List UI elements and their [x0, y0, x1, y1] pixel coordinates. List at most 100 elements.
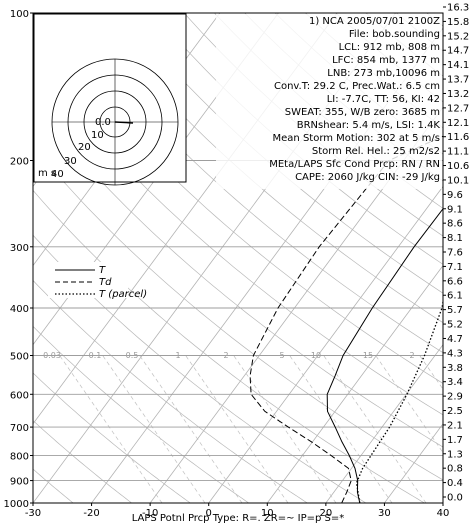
series-layer: [249, 135, 443, 503]
height-tick-label: 8.6: [447, 219, 463, 230]
mixing-ratio-line: [185, 355, 289, 503]
temperature-tick-label: 10: [261, 508, 274, 519]
height-tick-label: 6.1: [447, 291, 463, 302]
dry-adiabat: [33, 372, 191, 503]
dry-adiabat: [33, 13, 443, 384]
dry-adiabat: [183, 13, 443, 237]
height-tick-label: 0.8: [447, 464, 463, 475]
height-tick-label: 0.4: [447, 478, 463, 489]
info-helicity: Storm Rel. Hel.: 25 m2/s2: [312, 146, 440, 157]
height-tick-label: 2.5: [447, 406, 463, 417]
temperature-tick-label: -30: [25, 508, 41, 519]
isotherm: [266, 264, 443, 503]
height-tick-label: 1.7: [447, 435, 463, 446]
hodograph-ring-label-10: 10: [91, 130, 104, 141]
height-tick-label: 9.1: [447, 204, 463, 215]
legend-label-td: Td: [99, 277, 112, 288]
dry-adiabat: [62, 13, 443, 354]
isotherm: [208, 185, 443, 503]
height-tick-label: 15.8: [447, 17, 469, 28]
height-tick-label: 12.7: [447, 103, 469, 114]
pressure-tick-label: 900: [10, 477, 29, 488]
mixing-ratio-line: [289, 355, 393, 503]
height-tick-label: 14.1: [447, 60, 469, 71]
info-lfc: LFC: 854 mb, 1377 m: [332, 55, 440, 66]
pressure-tick-label: 500: [10, 351, 29, 362]
pressure-tick-label: 600: [10, 390, 29, 401]
hodograph-ring-label-40: 40: [51, 169, 64, 180]
height-tick-label: 0.0: [447, 493, 463, 504]
height-tick-label: 10.1: [447, 175, 469, 186]
height-tick-label: 4.7: [447, 334, 463, 345]
temperature-tick-label: -10: [142, 508, 158, 519]
height-tick-label: 2.1: [447, 420, 463, 431]
height-tick-label: 5.7: [447, 305, 463, 316]
info-sweat: SWEAT: 355, W/B zero: 3685 m: [285, 107, 440, 118]
info-title: 1) NCA 2005/07/01 2100Z: [309, 16, 440, 27]
pressure-tick-label: 100: [10, 9, 29, 20]
height-tick-label: 16.3: [447, 3, 469, 14]
height-tick-label: 4.3: [447, 348, 463, 359]
temperature-tick-label: 0: [206, 508, 212, 519]
dry-adiabat: [33, 145, 443, 481]
series-line-1: [249, 135, 443, 503]
pressure-tick-label: 800: [10, 452, 29, 463]
mixing-ratio-line: [102, 355, 206, 503]
isotherm: [149, 106, 443, 503]
dry-adiabat: [153, 13, 443, 265]
height-tick-label: 3.4: [447, 377, 463, 388]
temperature-tick-label: 30: [378, 508, 391, 519]
pressure-tick-label: 300: [10, 243, 29, 254]
isotherm: [325, 344, 443, 503]
height-tick-label: 6.6: [447, 276, 463, 287]
height-tick-label: 14.7: [447, 46, 469, 57]
height-tick-label: 13.7: [447, 75, 469, 86]
dry-adiabat: [33, 420, 132, 503]
hodograph-trace: [114, 121, 134, 124]
info-storm: Mean Storm Motion: 302 at 5 m/s: [273, 133, 440, 144]
info-cape: CAPE: 2060 J/kg CIN: -29 J/kg: [295, 172, 440, 183]
pressure-tick-label: 200: [10, 157, 29, 168]
mixing-ratio-line: [139, 355, 243, 503]
legend-label-t: T: [99, 265, 106, 276]
hodograph: 0.0 10 20 30 40 m s: [33, 13, 187, 186]
pressure-tick-label: 1000: [4, 499, 29, 510]
info-brn: BRNshear: 5.4 m/s, LSI: 1.4K: [297, 120, 441, 131]
height-tick-label: 3.8: [447, 363, 463, 374]
info-panel: 1) NCA 2005/07/01 2100Z File: bob.soundi…: [216, 14, 442, 189]
plot-frame: [32, 12, 444, 504]
dry-adiabat: [33, 57, 443, 416]
dry-adiabat: [33, 101, 443, 448]
height-tick-label: 13.2: [447, 89, 469, 100]
mixing-ratio-line: [233, 355, 337, 503]
legend-label-parcel: T (parcel): [99, 289, 147, 300]
dry-adiabat: [33, 325, 249, 503]
temperature-tick-label: 20: [319, 508, 332, 519]
footer-precip-type: LAPS Potnl Prcp Type: R=. ZR=~ IP=p S=*: [132, 513, 345, 524]
height-tick-label: 15.2: [447, 31, 469, 42]
info-conv: Conv.T: 29.2 C, Prec.Wat.: 6.5 cm: [274, 81, 440, 92]
info-li: LI: -7.7C, TT: 56, KI: 42: [327, 94, 440, 105]
dry-adiabat: [92, 13, 443, 324]
mixing-ratio-line: [59, 355, 163, 503]
height-tick-label: 1.3: [447, 449, 463, 460]
height-tick-label: 10.6: [447, 161, 469, 172]
dry-adiabat: [33, 279, 308, 503]
hodograph-ring-label-20: 20: [78, 142, 91, 153]
info-file: File: bob.sounding: [349, 29, 440, 40]
dry-adiabat: [123, 13, 443, 294]
legend-box: [48, 262, 128, 298]
hodograph-box: [33, 13, 187, 183]
legend: T Td T (parcel): [48, 262, 147, 300]
hodograph-units: m s: [38, 168, 56, 179]
info-lnb: LNB: 273 mb,10096 m: [327, 68, 440, 79]
mixing-ratio-line: [375, 355, 443, 454]
height-tick-label: 9.6: [447, 190, 463, 201]
pressure-tick-label: 400: [10, 304, 29, 315]
info-precip: MEta/LAPS Sfc Cond Prcp: RN / RN: [269, 159, 440, 170]
hodograph-ring-label-30: 30: [64, 156, 77, 167]
height-tick-label: 12.1: [447, 118, 469, 129]
height-tick-label: 7.6: [447, 248, 463, 259]
